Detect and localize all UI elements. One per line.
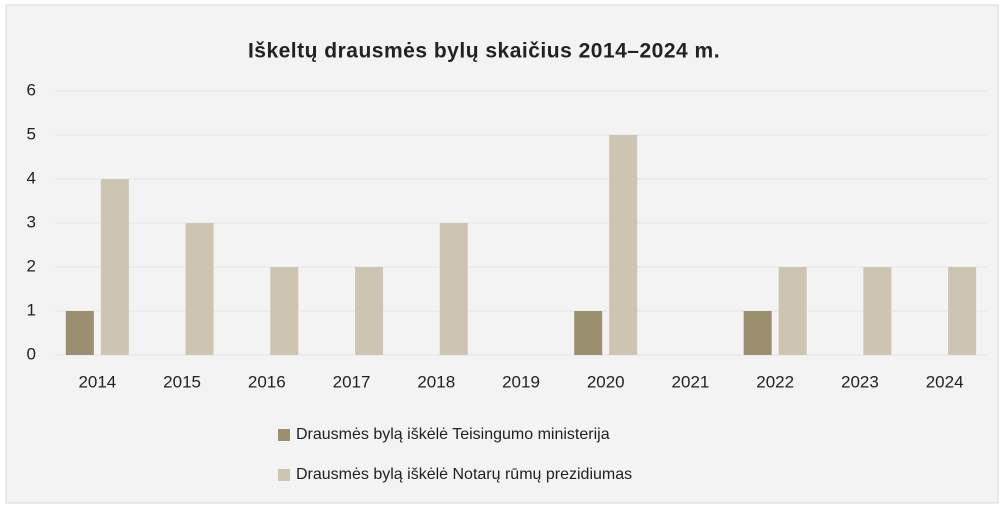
y-tick-label: 3 — [27, 212, 36, 231]
x-tick-label: 2017 — [333, 372, 371, 391]
chart-background — [5, 4, 999, 504]
y-tick-label: 1 — [27, 300, 36, 319]
y-tick-label: 0 — [27, 344, 36, 363]
bar — [100, 179, 129, 355]
x-tick-label: 2024 — [926, 372, 964, 391]
legend-swatch — [278, 469, 290, 481]
y-tick-label: 5 — [27, 124, 36, 143]
x-tick-label: 2018 — [417, 372, 455, 391]
bar — [863, 267, 892, 355]
y-tick-label: 6 — [27, 80, 36, 99]
bar — [743, 311, 772, 355]
legend-label: Drausmės bylą iškėlė Notarų rūmų prezidi… — [296, 466, 632, 483]
y-tick-label: 4 — [27, 168, 36, 187]
x-tick-label: 2014 — [78, 372, 116, 391]
x-tick-label: 2019 — [502, 372, 540, 391]
bar — [355, 267, 384, 355]
x-tick-label: 2021 — [672, 372, 710, 391]
bar — [574, 311, 603, 355]
legend-label: Drausmės bylą iškėlė Teisingumo minister… — [296, 426, 610, 443]
bar — [65, 311, 94, 355]
legend-swatch — [278, 429, 290, 441]
chart-title: Iškeltų drausmės bylų skaičius 2014–2024… — [248, 40, 720, 63]
x-tick-label: 2016 — [248, 372, 286, 391]
y-tick-label: 2 — [27, 256, 36, 275]
bar — [185, 223, 214, 355]
bar — [778, 267, 807, 355]
bar — [270, 267, 299, 355]
bar — [439, 223, 468, 355]
x-tick-label: 2020 — [587, 372, 625, 391]
bar — [609, 135, 638, 355]
x-tick-label: 2022 — [756, 372, 794, 391]
x-tick-label: 2023 — [841, 372, 879, 391]
x-tick-label: 2015 — [163, 372, 201, 391]
bar — [948, 267, 977, 355]
